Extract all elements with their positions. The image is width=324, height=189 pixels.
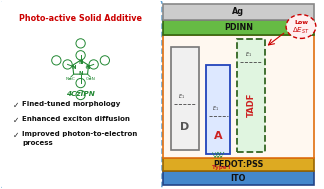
Text: $E_1$: $E_1$ <box>212 105 219 113</box>
Text: C≡N: C≡N <box>86 77 96 81</box>
FancyBboxPatch shape <box>163 19 314 35</box>
Text: N: N <box>71 65 76 70</box>
Text: TADF: TADF <box>247 92 256 117</box>
Text: PDINN: PDINN <box>224 23 253 32</box>
Text: Photo-active Solid Additive: Photo-active Solid Additive <box>19 14 142 23</box>
Text: $E_1$: $E_1$ <box>245 50 252 59</box>
Text: ITO: ITO <box>231 174 246 183</box>
FancyBboxPatch shape <box>163 171 314 185</box>
Text: A: A <box>214 131 222 141</box>
Text: Low: Low <box>294 20 308 25</box>
FancyBboxPatch shape <box>171 47 199 149</box>
Text: N: N <box>85 65 90 70</box>
FancyBboxPatch shape <box>206 65 230 154</box>
Ellipse shape <box>286 15 316 38</box>
Text: Ag: Ag <box>232 7 244 16</box>
Text: Type Ⅰ: Type Ⅰ <box>212 166 230 170</box>
Text: Fined-tuned morphology: Fined-tuned morphology <box>22 101 121 107</box>
Text: $\Delta E_{ST}$: $\Delta E_{ST}$ <box>292 25 310 36</box>
Text: N: N <box>78 60 83 65</box>
Text: D: D <box>180 122 190 132</box>
Text: 4CzIPN: 4CzIPN <box>66 91 95 97</box>
Text: ✓: ✓ <box>13 116 19 125</box>
Text: ✓: ✓ <box>13 101 19 110</box>
Text: Improved photon-to-electron: Improved photon-to-electron <box>22 131 137 137</box>
FancyBboxPatch shape <box>163 4 314 19</box>
FancyBboxPatch shape <box>163 35 314 158</box>
Text: Enhanced exciton diffusion: Enhanced exciton diffusion <box>22 116 130 122</box>
Text: ✓: ✓ <box>13 131 19 140</box>
Text: PEDOT:PSS: PEDOT:PSS <box>213 160 264 169</box>
Text: process: process <box>22 140 53 146</box>
FancyBboxPatch shape <box>237 40 265 152</box>
Text: N≡C: N≡C <box>66 77 75 81</box>
Text: N: N <box>78 71 83 76</box>
FancyBboxPatch shape <box>163 158 314 171</box>
FancyBboxPatch shape <box>0 0 162 189</box>
Text: $E_1$: $E_1$ <box>179 92 185 101</box>
